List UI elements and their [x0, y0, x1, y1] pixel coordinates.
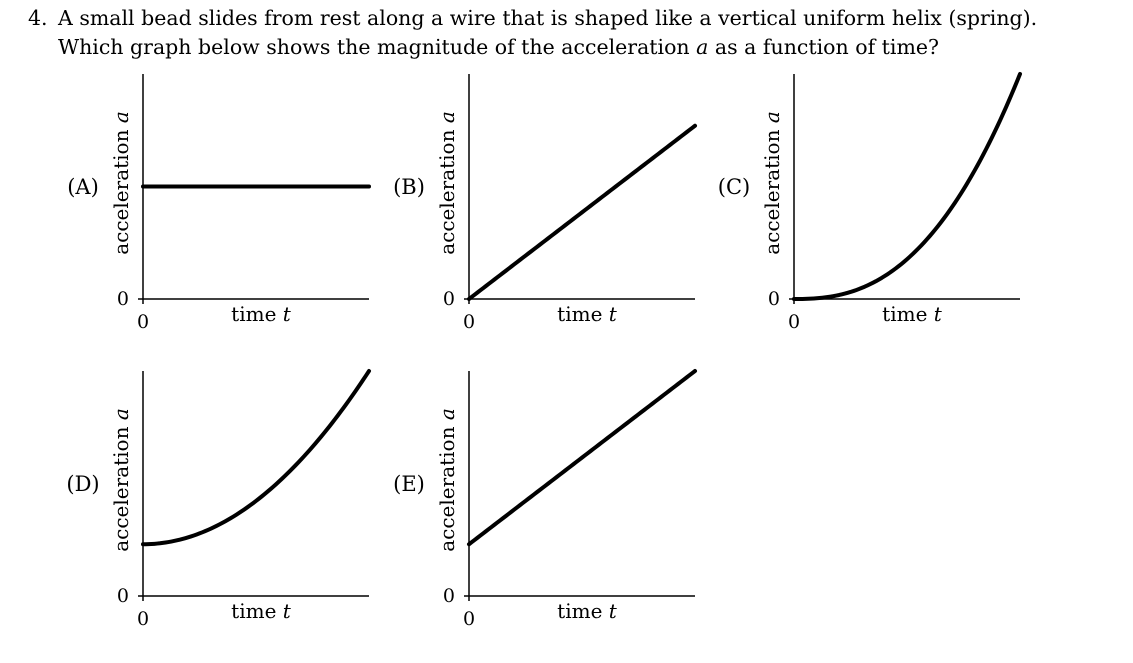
question-number: 4. — [28, 6, 48, 30]
x-axis-label-word: time — [557, 599, 609, 623]
option-label: (C) — [718, 175, 750, 199]
y-axis-label: acceleration a — [760, 111, 784, 255]
y-zero-label: 0 — [443, 288, 455, 310]
question-line-2-after: as a function of time? — [708, 35, 940, 59]
x-axis-label-word: time — [557, 302, 609, 326]
y-axis-label-word: acceleration — [435, 420, 459, 552]
graph-d: 00 time t acceleration a (D) — [66, 369, 371, 630]
x-zero-label: 0 — [463, 311, 475, 333]
question-line-2-before: Which graph below shows the magnitude of… — [58, 35, 697, 59]
y-axis-label-var: a — [435, 111, 459, 123]
series-line — [467, 369, 697, 547]
y-axis-label: acceleration a — [435, 111, 459, 255]
x-axis-label: time t — [882, 302, 943, 326]
x-axis-label-word: time — [231, 599, 283, 623]
y-zero-label: 0 — [117, 288, 129, 310]
y-axis-label: acceleration a — [435, 408, 459, 552]
y-zero-label: 0 — [117, 585, 129, 607]
y-axis-label-word: acceleration — [109, 420, 133, 552]
option-label: (E) — [393, 472, 425, 496]
graph-b: 00 time t acceleration a (B) — [393, 74, 697, 333]
x-axis-label: time t — [557, 302, 618, 326]
y-axis-label-var: a — [109, 111, 133, 123]
y-axis-label-word: acceleration — [760, 123, 784, 255]
option-label: (D) — [66, 472, 99, 496]
x-axis-label-var: t — [609, 302, 618, 326]
x-axis-label-var: t — [283, 302, 292, 326]
x-zero-label: 0 — [137, 608, 149, 630]
y-axis-label: acceleration a — [109, 111, 133, 255]
x-axis-label: time t — [231, 302, 292, 326]
y-zero-label: 0 — [443, 585, 455, 607]
x-zero-label: 0 — [137, 311, 149, 333]
option-label: (A) — [67, 175, 99, 199]
question-body: A small bead slides from rest along a wi… — [58, 4, 1123, 62]
y-axis-label: acceleration a — [109, 408, 133, 552]
x-zero-label: 0 — [463, 608, 475, 630]
x-axis-label-var: t — [283, 599, 292, 623]
graph-e: 00 time t acceleration a (E) — [393, 369, 697, 630]
graph-a: 00 time t acceleration a (A) — [67, 74, 371, 333]
y-axis-label-var: a — [435, 408, 459, 420]
x-axis-label-var: t — [609, 599, 618, 623]
x-axis-label-var: t — [934, 302, 943, 326]
question-line-1: A small bead slides from rest along a wi… — [58, 6, 1038, 30]
series-line — [792, 72, 1022, 301]
question-line-2: Which graph below shows the magnitude of… — [58, 33, 1123, 62]
series-line — [467, 123, 697, 301]
x-axis-label-word: time — [882, 302, 934, 326]
x-axis-label-word: time — [231, 302, 283, 326]
y-axis-label-word: acceleration — [435, 123, 459, 255]
series-line — [141, 369, 371, 547]
y-axis-label-word: acceleration — [109, 123, 133, 255]
y-axis-label-var: a — [760, 111, 784, 123]
y-axis-label-var: a — [109, 408, 133, 420]
x-axis-label: time t — [557, 599, 618, 623]
y-zero-label: 0 — [768, 288, 780, 310]
graph-c: 00 time t acceleration a (C) — [718, 72, 1022, 333]
x-axis-label: time t — [231, 599, 292, 623]
x-zero-label: 0 — [788, 311, 800, 333]
option-label: (B) — [393, 175, 425, 199]
question-var-a: a — [696, 35, 709, 59]
